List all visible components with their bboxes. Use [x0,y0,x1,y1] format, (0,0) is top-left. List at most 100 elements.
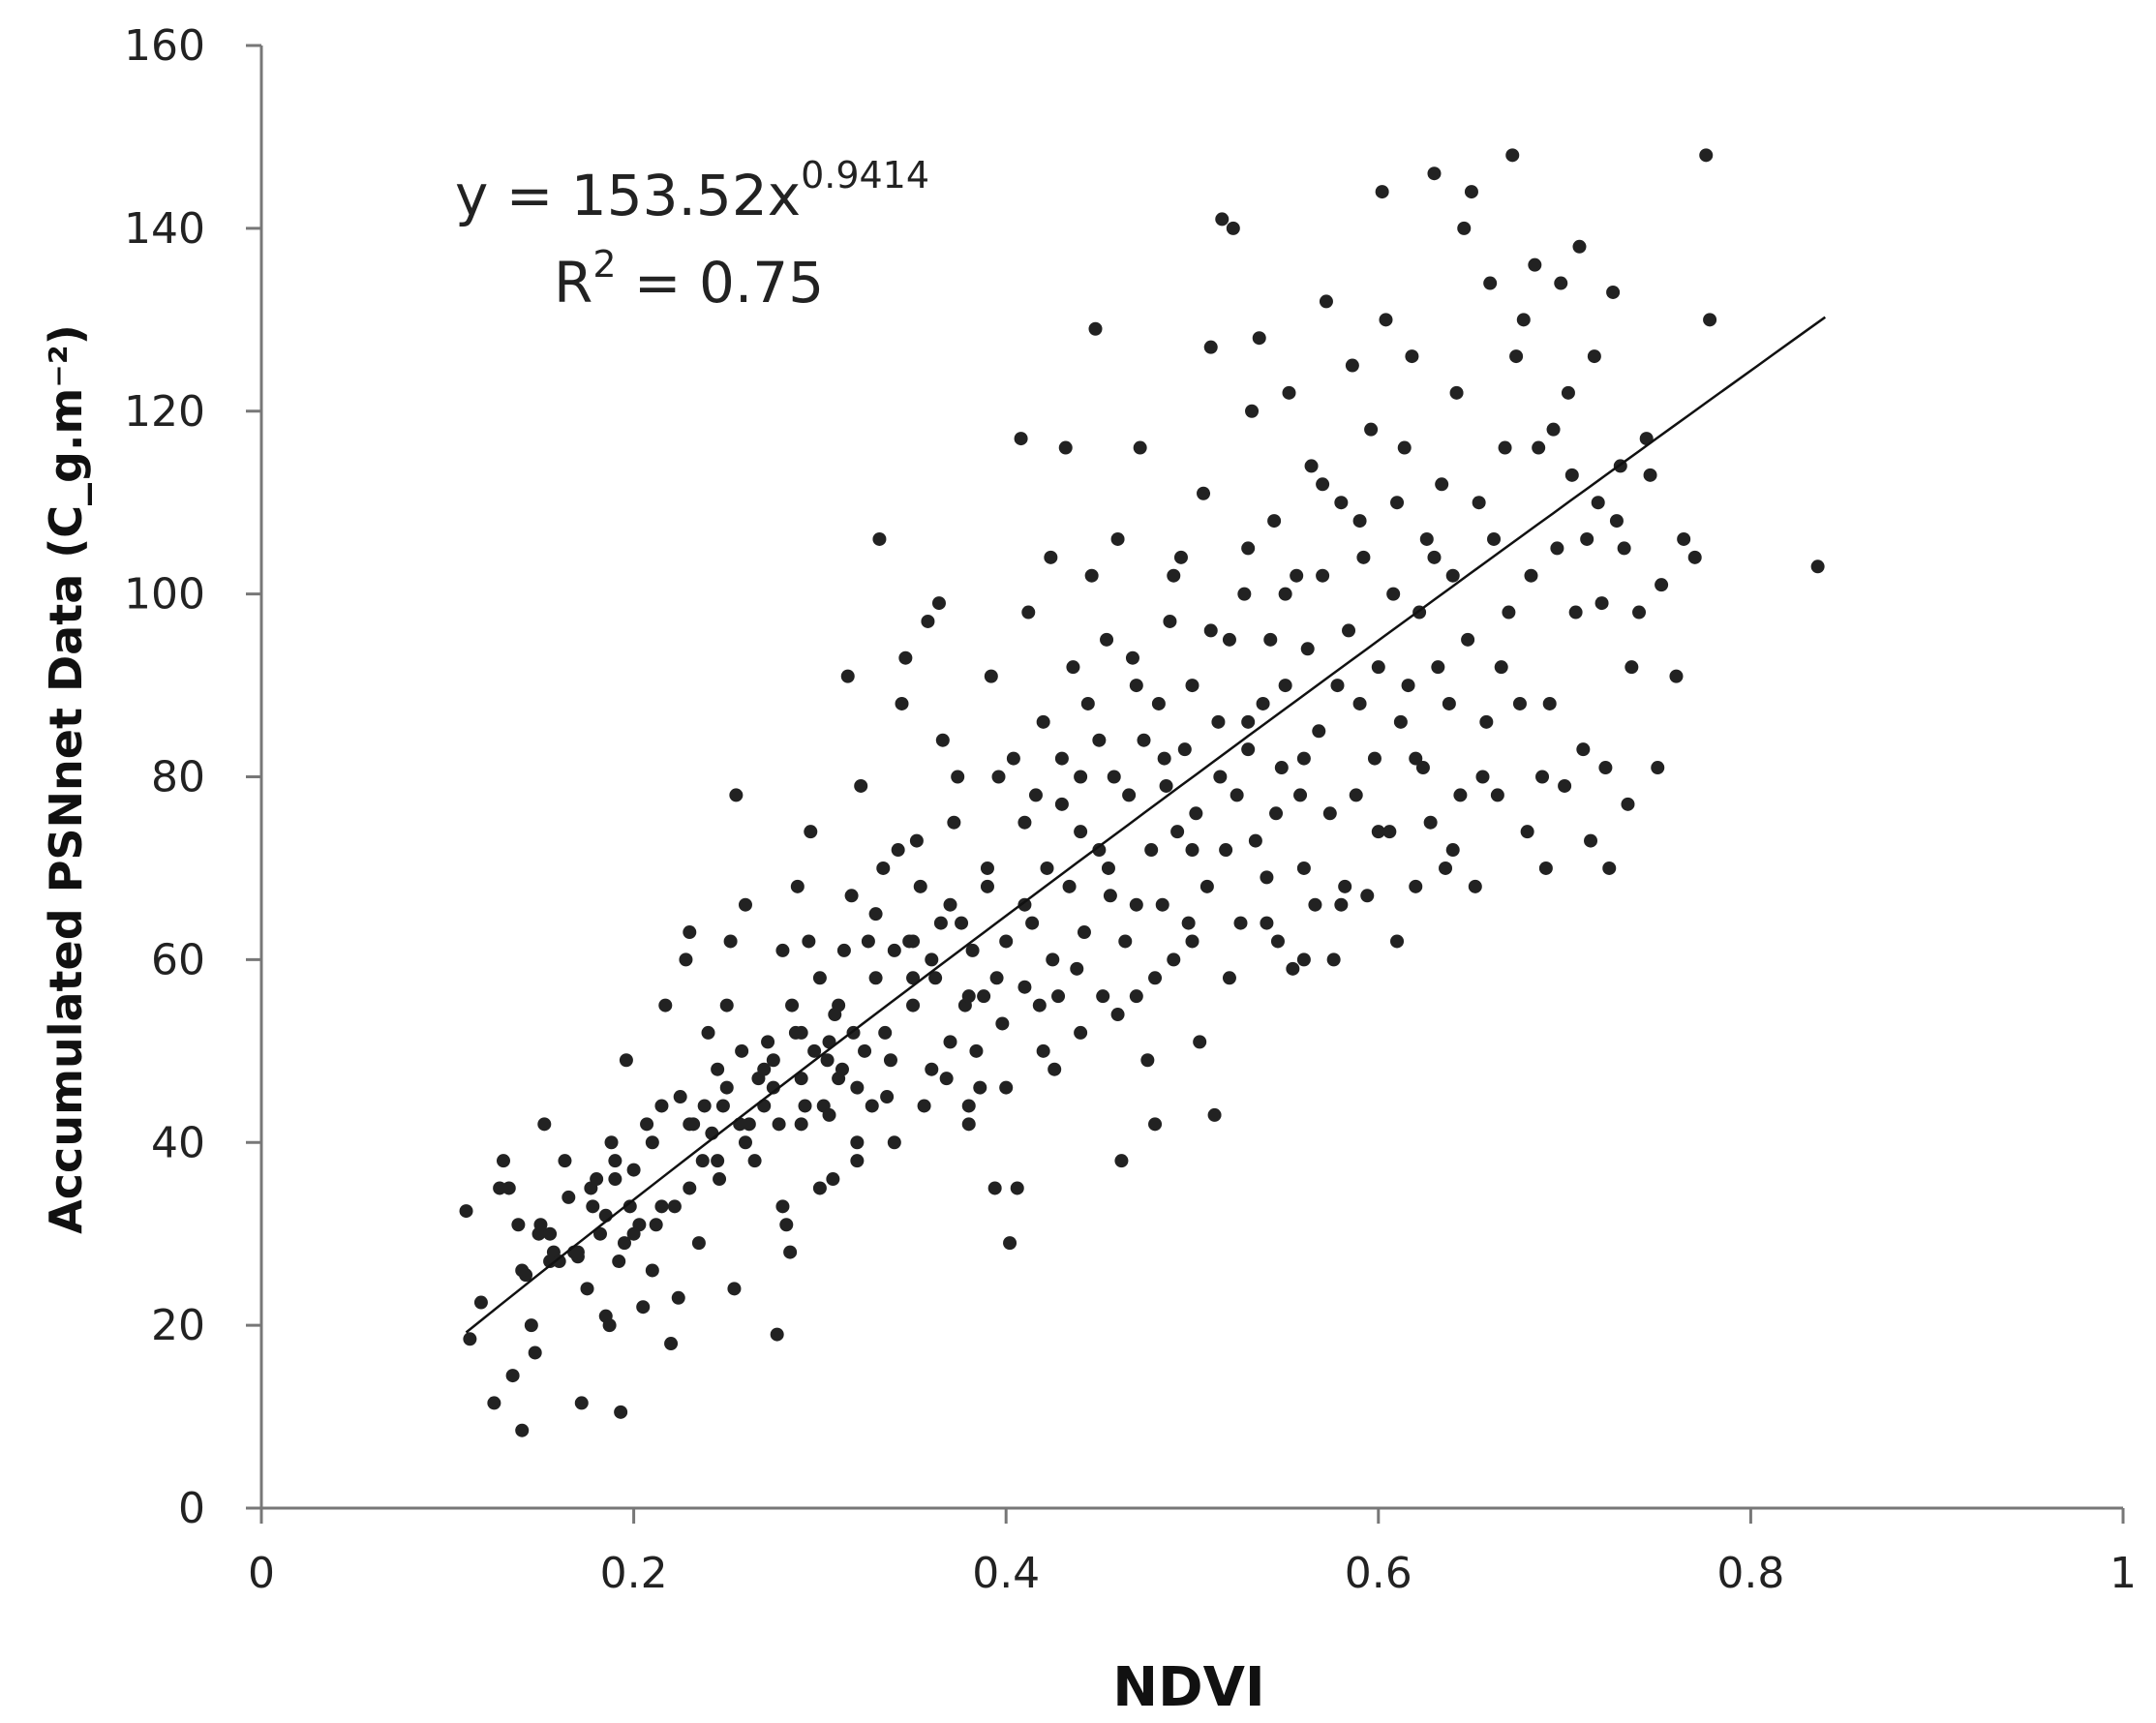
data-point [697,1099,712,1113]
data-point [636,1300,651,1315]
data-point [1181,916,1196,930]
data-point [779,1218,794,1232]
x-tick-label: 0.6 [1345,1549,1412,1598]
data-point [1122,788,1137,802]
data-point [822,1107,836,1122]
data-point [858,1043,872,1058]
data-point [1157,751,1171,766]
data-point [980,879,994,893]
x-axis-title: NDVI [1112,1656,1265,1719]
data-point [770,1327,784,1342]
data-point [1222,632,1236,647]
data-point [943,897,957,912]
data-point [925,1062,939,1076]
data-point [738,1135,752,1150]
data-point [1167,568,1181,583]
data-point [1241,541,1256,556]
data-point [999,934,1014,949]
data-point [1296,751,1311,766]
data-point [935,733,950,747]
data-point [1036,1043,1050,1058]
data-point [783,1245,798,1259]
data-point [995,1016,1010,1031]
data-point [727,1282,742,1296]
data-point [608,1154,623,1168]
data-point [1532,440,1546,455]
equation-exponent: 0.9414 [801,154,929,196]
data-point [1621,797,1635,811]
y-tick-label: 0 [178,1484,205,1533]
data-point [515,1423,530,1437]
data-point [1107,770,1121,784]
data-point [1617,541,1631,556]
data-point [991,770,1006,784]
data-point [1110,531,1125,546]
data-point [501,1181,516,1195]
y-tick-label: 120 [124,387,205,437]
data-point [1550,541,1564,556]
data-point [1609,514,1624,529]
data-point [1211,714,1226,729]
data-point [775,943,790,957]
data-point [933,916,948,930]
data-point [1375,185,1389,199]
data-point [1267,514,1282,529]
data-point [592,1226,607,1241]
data-point [1308,897,1322,912]
data-point [1632,605,1647,620]
data-point [850,1154,865,1168]
data-point [1163,614,1177,628]
data-point [1316,568,1330,583]
data-point [1230,788,1244,802]
data-point [1054,797,1069,811]
data-point [487,1396,501,1410]
data-point [623,1199,637,1214]
data-point [1479,714,1494,729]
y-tick-label: 100 [124,570,205,620]
data-point [1051,989,1066,1004]
data-point [1173,550,1188,564]
data-point [1498,440,1512,455]
data-point [1241,714,1256,729]
data-point [1185,934,1199,949]
data-point [1338,879,1352,893]
data-point [1453,788,1468,802]
data-point [673,1090,687,1104]
data-point [1270,934,1285,949]
data-point [1316,477,1330,492]
data-point [1159,778,1173,793]
data-point [1494,660,1508,675]
data-point [1360,889,1375,903]
data-point [1487,531,1502,546]
data-point [1554,276,1568,290]
data-point [493,1181,507,1195]
data-point [1203,340,1218,354]
data-point [683,1181,697,1195]
data-point [1017,815,1032,830]
data-point [1148,971,1163,985]
trendline-equation: y = 153.52x0.9414 [455,154,929,228]
r-squared-label: R2 = 0.75 [554,243,824,316]
data-point [695,1154,710,1168]
data-point [729,788,744,802]
data-point [761,1035,775,1049]
data-point [1538,861,1553,875]
data-point [614,1405,628,1419]
data-point [1435,477,1449,492]
data-point [738,897,752,912]
data-point [1445,568,1460,583]
data-point [1687,550,1702,564]
data-point [574,1396,589,1410]
data-point [913,879,927,893]
data-point [794,1072,808,1086]
data-point [1062,879,1077,893]
data-point [683,1117,697,1132]
data-point [906,998,921,1013]
data-point [987,1181,1002,1195]
data-point [1084,568,1099,583]
data-point [1260,916,1274,930]
data-points [459,148,1825,1437]
data-point [1516,313,1531,327]
data-point [872,531,887,546]
data-point [1457,221,1472,235]
